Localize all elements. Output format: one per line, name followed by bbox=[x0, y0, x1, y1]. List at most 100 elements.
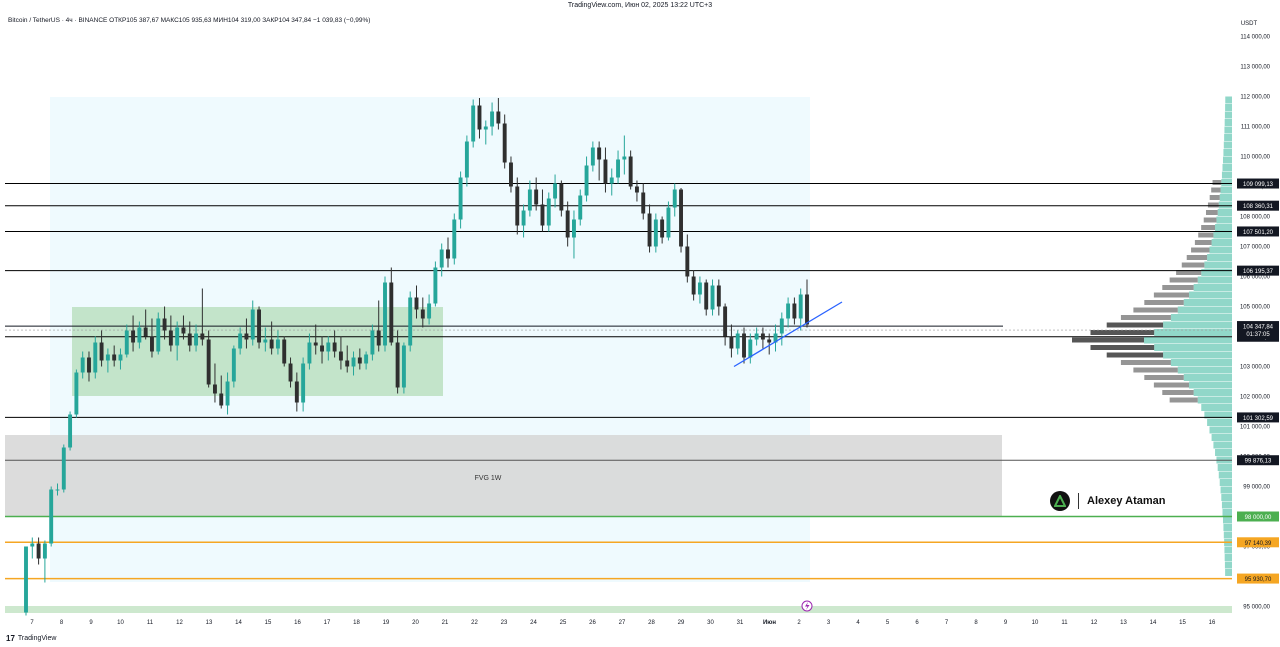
candle-body[interactable] bbox=[345, 360, 350, 367]
candle-body[interactable] bbox=[99, 342, 104, 361]
candle-body[interactable] bbox=[685, 246, 690, 277]
symbol-ohlc-legend[interactable]: Bitcoin / TetherUS · 4ч · BINANCE ОТКР10… bbox=[8, 17, 371, 24]
candle-body[interactable] bbox=[622, 156, 627, 160]
candle-body[interactable] bbox=[559, 183, 564, 211]
candle-body[interactable] bbox=[414, 297, 419, 310]
candle-body[interactable] bbox=[313, 342, 318, 346]
candle-body[interactable] bbox=[30, 543, 35, 547]
candle-body[interactable] bbox=[118, 354, 123, 361]
candle-body[interactable] bbox=[792, 303, 797, 319]
candle-body[interactable] bbox=[603, 159, 608, 184]
candle-body[interactable] bbox=[773, 333, 778, 343]
candle-body[interactable] bbox=[704, 282, 709, 310]
candle-body[interactable] bbox=[464, 141, 469, 178]
candle-body[interactable] bbox=[502, 123, 507, 163]
candle-body[interactable] bbox=[446, 249, 450, 259]
candle-body[interactable] bbox=[401, 345, 406, 388]
candle-body[interactable] bbox=[609, 177, 614, 184]
candle-body[interactable] bbox=[742, 333, 746, 358]
candle-body[interactable] bbox=[628, 156, 633, 187]
candle-body[interactable] bbox=[408, 297, 413, 346]
candle-body[interactable] bbox=[433, 267, 438, 304]
candle-body[interactable] bbox=[74, 372, 79, 415]
candle-body[interactable] bbox=[634, 186, 639, 193]
candle-body[interactable] bbox=[540, 204, 545, 226]
candle-body[interactable] bbox=[754, 333, 759, 340]
candle-body[interactable] bbox=[527, 189, 532, 211]
candle-body[interactable] bbox=[515, 186, 520, 226]
candle-body[interactable] bbox=[521, 210, 526, 226]
candle-body[interactable] bbox=[143, 327, 148, 337]
candle-body[interactable] bbox=[282, 339, 287, 364]
candle-body[interactable] bbox=[370, 330, 375, 355]
tradingview-logo[interactable]: 17 TradingView bbox=[6, 634, 56, 643]
candle-body[interactable] bbox=[691, 276, 696, 295]
candle-body[interactable] bbox=[647, 213, 652, 247]
candle-body[interactable] bbox=[307, 342, 312, 364]
candle-body[interactable] bbox=[137, 327, 142, 343]
candle-body[interactable] bbox=[798, 294, 803, 319]
candle-body[interactable] bbox=[496, 111, 501, 124]
candle-body[interactable] bbox=[509, 162, 513, 187]
candle-body[interactable] bbox=[168, 330, 173, 346]
candle-body[interactable] bbox=[332, 342, 337, 352]
candle-body[interactable] bbox=[87, 357, 91, 373]
candle-body[interactable] bbox=[597, 147, 602, 160]
candle-body[interactable] bbox=[156, 318, 161, 352]
candle-body[interactable] bbox=[225, 381, 230, 406]
candle-body[interactable] bbox=[786, 303, 791, 319]
candle-body[interactable] bbox=[723, 306, 728, 337]
candle-body[interactable] bbox=[364, 354, 369, 364]
candle-body[interactable] bbox=[219, 393, 224, 406]
candle-body[interactable] bbox=[200, 333, 205, 340]
candle-body[interactable] bbox=[767, 339, 772, 343]
candle-body[interactable] bbox=[301, 363, 306, 403]
candle-body[interactable] bbox=[257, 309, 261, 343]
candle-body[interactable] bbox=[534, 189, 539, 205]
candle-body[interactable] bbox=[584, 165, 589, 196]
candle-body[interactable] bbox=[24, 546, 28, 613]
candle-body[interactable] bbox=[546, 198, 551, 226]
candle-body[interactable] bbox=[175, 327, 180, 346]
candle-body[interactable] bbox=[572, 219, 576, 238]
candle-body[interactable] bbox=[748, 339, 753, 358]
candle-body[interactable] bbox=[735, 333, 740, 349]
candle-body[interactable] bbox=[187, 333, 192, 346]
candle-body[interactable] bbox=[641, 192, 646, 214]
candle-body[interactable] bbox=[452, 219, 457, 259]
candle-body[interactable] bbox=[471, 105, 476, 142]
candle-body[interactable] bbox=[263, 339, 268, 343]
candle-body[interactable] bbox=[710, 285, 715, 310]
candle-body[interactable] bbox=[68, 414, 73, 448]
candle-body[interactable] bbox=[395, 342, 400, 388]
candle-body[interactable] bbox=[124, 330, 129, 355]
candle-body[interactable] bbox=[697, 282, 702, 295]
candle-body[interactable] bbox=[553, 183, 558, 199]
candle-body[interactable] bbox=[105, 354, 110, 361]
candle-body[interactable] bbox=[80, 357, 85, 373]
candle-body[interactable] bbox=[162, 318, 167, 331]
candle-body[interactable] bbox=[55, 489, 60, 491]
candle-body[interactable] bbox=[49, 489, 54, 544]
candle-body[interactable] bbox=[288, 363, 293, 382]
candle-body[interactable] bbox=[590, 147, 595, 166]
candle-body[interactable] bbox=[439, 249, 444, 268]
candle-body[interactable] bbox=[616, 159, 621, 178]
candle-body[interactable] bbox=[760, 333, 765, 340]
candle-body[interactable] bbox=[660, 219, 665, 238]
candle-body[interactable] bbox=[483, 126, 488, 130]
candle-body[interactable] bbox=[351, 357, 356, 367]
trendline[interactable] bbox=[733, 301, 843, 368]
candle-body[interactable] bbox=[269, 339, 274, 349]
candle-body[interactable] bbox=[212, 384, 217, 394]
candle-body[interactable] bbox=[61, 447, 66, 490]
candle-body[interactable] bbox=[420, 309, 425, 319]
candle-body[interactable] bbox=[357, 357, 362, 364]
candle-body[interactable] bbox=[376, 330, 381, 346]
candle-body[interactable] bbox=[565, 210, 570, 238]
candle-body[interactable] bbox=[805, 294, 809, 325]
candle-body[interactable] bbox=[244, 333, 249, 340]
candle-body[interactable] bbox=[389, 282, 394, 343]
candle-body[interactable] bbox=[458, 177, 463, 220]
candle-body[interactable] bbox=[679, 189, 683, 247]
